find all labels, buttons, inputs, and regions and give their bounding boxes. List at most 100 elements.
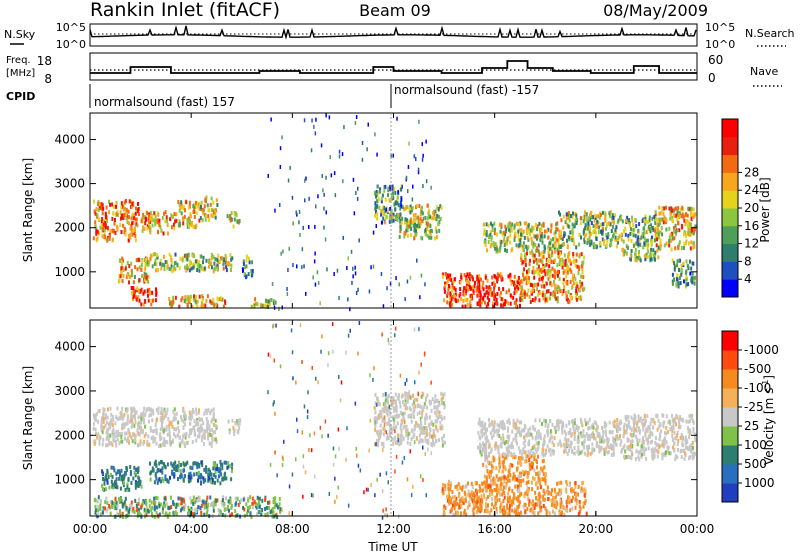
echo-cell (391, 186, 394, 191)
echo-cell (566, 245, 569, 250)
echo-cell (529, 508, 532, 513)
echo-cell (476, 282, 479, 286)
echo-cell (188, 223, 191, 228)
echo-cell (175, 212, 178, 217)
echo-cell (510, 451, 513, 456)
echo-cell (180, 298, 183, 303)
echo-cell (441, 439, 444, 444)
echo-cell (384, 197, 387, 202)
echo-cell (213, 437, 216, 442)
echo-cell (154, 500, 157, 505)
power-ylabel: Slant Range [km] (21, 158, 35, 262)
echo-cell (218, 259, 221, 264)
echo-cell (604, 212, 607, 217)
echo-cell (176, 502, 178, 507)
echo-cell (549, 272, 552, 277)
echo-speckle (328, 115, 331, 120)
echo-cell (674, 223, 677, 228)
echo-cell (158, 461, 161, 466)
echo-cell (449, 500, 452, 505)
echo-cell (202, 255, 205, 260)
echo-cell (413, 408, 416, 413)
colorbar-tick-label: 16 (744, 219, 759, 233)
echo-cell (652, 248, 655, 253)
echo-cell (110, 465, 113, 470)
echo-cell (491, 275, 494, 280)
echo-cell (528, 279, 531, 284)
echo-cell (200, 423, 203, 428)
echo-cell (645, 238, 647, 243)
echo-cell (393, 186, 396, 191)
echo-speckle (399, 206, 401, 211)
echo-cell (515, 243, 518, 248)
echo-cell (405, 225, 408, 230)
echo-cell (164, 477, 167, 482)
echo-cell (661, 207, 664, 212)
echo-cell (173, 474, 176, 479)
echo-cell (474, 494, 477, 499)
echo-cell (236, 496, 239, 501)
echo-cell (103, 235, 106, 240)
echo-cell (176, 464, 179, 469)
echo-cell (654, 234, 657, 239)
echo-cell (590, 239, 593, 244)
echo-cell (154, 459, 157, 464)
echo-cell (186, 218, 189, 222)
echo-cell (532, 266, 535, 270)
echo-cell (153, 211, 156, 216)
echo-cell (583, 286, 586, 291)
echo-cell (532, 476, 534, 481)
echo-cell (433, 442, 436, 447)
echo-cell (132, 280, 135, 285)
echo-speckle (350, 249, 353, 254)
echo-cell (483, 231, 486, 236)
echo-cell (450, 277, 453, 282)
echo-cell (272, 299, 275, 303)
echo-cell (485, 233, 488, 238)
echo-cell (150, 412, 152, 417)
echo-cell (686, 219, 689, 224)
echo-cell (109, 406, 112, 411)
echo-cell (522, 241, 525, 246)
echo-cell (560, 230, 562, 235)
echo-cell (502, 287, 505, 292)
echo-cell (193, 215, 196, 219)
echo-speckle (389, 281, 392, 286)
echo-cell (463, 292, 466, 297)
echo-cell (162, 440, 165, 445)
echo-cell (511, 463, 514, 468)
echo-cell (484, 300, 486, 305)
echo-cell (585, 232, 588, 237)
echo-cell (574, 481, 577, 485)
colorbar-tick-label: 12 (744, 237, 759, 251)
echo-cell (424, 435, 427, 440)
echo-cell (165, 511, 168, 516)
echo-cell (213, 303, 216, 308)
echo-cell (120, 205, 123, 210)
echo-cell (277, 505, 279, 510)
echo-cell (197, 422, 200, 427)
echo-speckle (412, 184, 414, 189)
echo-cell (455, 484, 458, 489)
echo-cell (506, 499, 509, 504)
echo-cell (157, 467, 159, 472)
echo-cell (537, 258, 540, 263)
echo-cell (186, 264, 188, 269)
echo-cell (596, 219, 599, 224)
echo-cell (230, 268, 232, 272)
echo-cell (172, 299, 175, 304)
echo-cell (138, 265, 141, 270)
echo-cell (181, 506, 184, 511)
echo-cell (690, 266, 693, 271)
echo-cell (505, 229, 508, 234)
echo-cell (621, 219, 624, 224)
echo-cell (663, 215, 666, 220)
echo-cell (641, 231, 644, 236)
echo-cell (156, 255, 159, 260)
echo-cell (554, 271, 557, 276)
echo-cell (548, 254, 550, 259)
echo-cell (132, 229, 135, 234)
echo-cell (512, 500, 515, 505)
echo-cell (388, 216, 391, 221)
echo-cell (245, 258, 248, 263)
